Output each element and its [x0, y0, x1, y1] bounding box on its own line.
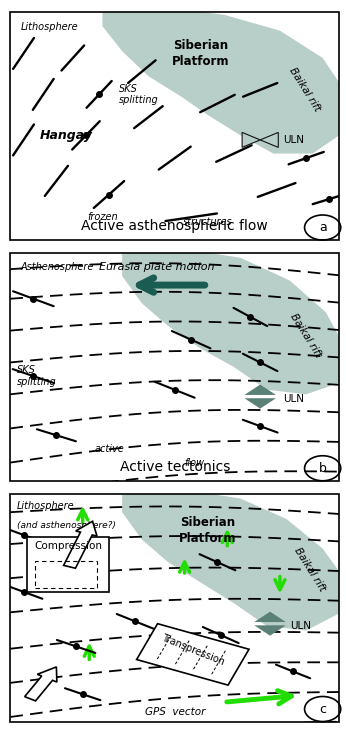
Text: Active tectonics: Active tectonics: [119, 459, 230, 473]
Text: Baikal rift: Baikal rift: [287, 66, 322, 114]
Text: (and asthenosphere?): (and asthenosphere?): [17, 521, 116, 530]
Polygon shape: [122, 490, 346, 631]
Text: Siberian
Platform: Siberian Platform: [172, 39, 230, 68]
Polygon shape: [254, 611, 286, 622]
Polygon shape: [244, 399, 276, 409]
Text: SKS
splitting: SKS splitting: [119, 84, 158, 105]
Text: Compression: Compression: [34, 541, 102, 551]
Text: Active asthenospheric flow: Active asthenospheric flow: [81, 219, 268, 233]
Polygon shape: [122, 249, 346, 394]
Polygon shape: [254, 625, 286, 636]
FancyArrow shape: [25, 667, 57, 701]
Text: c: c: [319, 702, 326, 716]
FancyArrow shape: [64, 521, 97, 568]
Polygon shape: [102, 8, 346, 153]
Text: ULN: ULN: [290, 621, 311, 631]
Text: active: active: [94, 444, 124, 454]
Text: a: a: [319, 221, 327, 234]
Text: Siberian
Platform: Siberian Platform: [179, 516, 236, 545]
Polygon shape: [242, 132, 260, 148]
Text: Lithosphere: Lithosphere: [20, 21, 78, 32]
Text: Transpression: Transpression: [160, 633, 226, 667]
Text: Baikal rift: Baikal rift: [289, 311, 324, 359]
Text: GPS  vector: GPS vector: [145, 708, 205, 717]
Text: b: b: [319, 462, 327, 475]
Bar: [35, 561, 98, 589]
Polygon shape: [244, 385, 276, 395]
Text: Eurasia plate motion: Eurasia plate motion: [99, 262, 214, 272]
Text: Baikal rift: Baikal rift: [292, 545, 327, 593]
Text: frozen: frozen: [87, 212, 118, 222]
Text: ULN: ULN: [283, 135, 304, 145]
Polygon shape: [260, 132, 278, 148]
Text: structures: structures: [183, 217, 233, 227]
Bar: [27, 537, 109, 592]
Text: SKS
splitting: SKS splitting: [17, 366, 57, 387]
Text: ULN: ULN: [283, 394, 304, 404]
Text: Hangay: Hangay: [40, 129, 93, 142]
Text: flow: flow: [184, 457, 204, 468]
Text: Asthenosphere: Asthenosphere: [20, 262, 94, 272]
Text: Lithosphere: Lithosphere: [17, 501, 75, 511]
Polygon shape: [137, 624, 249, 685]
